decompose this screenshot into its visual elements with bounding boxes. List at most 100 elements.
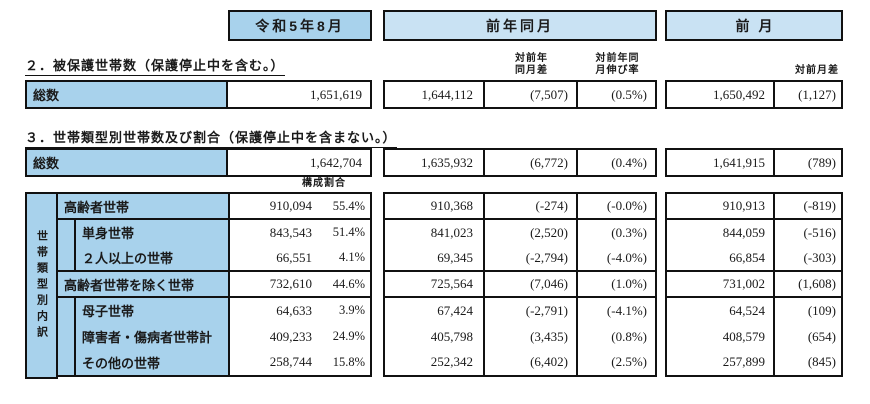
prev-year-rate: (0.3%) (611, 224, 647, 240)
row-group: 67,424 (-2,791) (-4.1%) 405,798 (3,435) … (383, 296, 657, 377)
col-header-prev-year-rate: 対前年同 月伸び率 (578, 53, 657, 77)
section2-prev-month-value: 1,650,492 (667, 82, 775, 107)
section3-prev-month-value: 1,641,915 (667, 150, 775, 175)
section2-prev-year-rate: (0.5%) (611, 86, 647, 102)
prev-year-value: 252,342 (385, 349, 485, 376)
row-group-elderly: 高齢者世帯 910,094 55.4% (56, 192, 372, 220)
prev-month-value: 408,579 (667, 323, 775, 350)
composition-share: 55.4% (332, 198, 365, 213)
section3-prev-year-diff: (6,772) (485, 150, 578, 175)
row-label: その他の世帯 (76, 349, 230, 376)
prev-month-diff: (-819) (803, 198, 837, 213)
col-header-prev-year-diff-line1: 対前年 (515, 53, 548, 64)
prev-year-rate: (2.5%) (611, 354, 647, 370)
prev-month-value: 66,854 (667, 245, 775, 270)
section3-title: ３．世帯類型別世帯数及び割合（保護停止中を含まない。） (25, 127, 397, 148)
prev-year-diff: (6,402) (485, 349, 578, 376)
row-values: 258,744 15.8% (230, 349, 370, 375)
indent-cell (58, 298, 76, 324)
table-row: 841,023 (2,520) (0.3%) (385, 220, 655, 245)
prev-year-value: 910,368 (385, 194, 485, 218)
period-header-current-month: 令和5年8月 (228, 10, 372, 41)
row-group: 844,059 (-516) 66,854 (-303) (665, 218, 843, 272)
row-group: 910,913 (-819) (665, 192, 843, 220)
table-row: ２人以上の世帯 66,551 4.1% (58, 245, 370, 270)
section2-title: ２．被保護世帯数（保護停止中を含む。） (25, 55, 285, 76)
table-row: 母子世帯 64,633 3.9% (58, 298, 370, 324)
table-row: 731,002 (1,608) (667, 272, 841, 296)
prev-month-value: 731,002 (667, 272, 775, 296)
section2-total-current: 1,651,619 (310, 86, 362, 102)
table-row: 725,564 (7,046) (1.0%) (385, 272, 655, 296)
row-label: ２人以上の世帯 (76, 245, 230, 270)
row-label: 障害者・傷病者世帯計 (76, 323, 230, 350)
prev-month-diff: (1,608) (798, 276, 836, 291)
composition-share: 4.1% (338, 250, 365, 264)
row-values: 843,543 51.4% (230, 220, 370, 245)
prev-year-value: 725,564 (385, 272, 485, 296)
row-label: 母子世帯 (76, 298, 230, 324)
prev-month-value: 844,059 (667, 220, 775, 245)
prev-year-value: 841,023 (385, 220, 485, 245)
row-label: 高齢者世帯を除く世帯 (58, 272, 230, 296)
section2-total-row-prev-year: 1,644,112 (7,507) (0.5%) (383, 80, 657, 109)
col-header-prev-month-diff: 対前月差 (795, 65, 839, 76)
section2-total-label: 総数 (27, 82, 228, 107)
row-group: 64,524 (109) 408,579 (654) 257,899 (845) (665, 296, 843, 377)
prev-month-value: 64,524 (667, 298, 775, 324)
section2-total-row-left: 総数 1,651,619 (25, 80, 372, 109)
section3-prev-month-diff: (789) (807, 154, 836, 170)
indent-cell (58, 220, 76, 245)
section2-prev-month-diff: (1,127) (798, 86, 836, 102)
row-values: 910,094 55.4% (230, 194, 370, 218)
row-values: 64,633 3.9% (230, 298, 370, 324)
section3-total-current: 1,642,704 (310, 154, 362, 170)
row-group: 910,368 (-274) (-0.0%) (383, 192, 657, 220)
prev-year-diff: (-2,791) (485, 298, 578, 324)
composition-share: 3.9% (338, 303, 365, 318)
col-header-prev-year-diff-line2: 同月差 (515, 65, 548, 76)
table-row: 障害者・傷病者世帯計 409,233 24.9% (58, 323, 370, 350)
table-row: 64,524 (109) (667, 298, 841, 324)
prev-month-diff: (654) (807, 328, 836, 344)
household-count: 258,744 (269, 354, 312, 370)
breakdown-axis-label: 世帯類型別内訳 (25, 192, 58, 379)
household-count: 910,094 (269, 198, 312, 213)
col-header-prev-year-rate-line1: 対前年同 (595, 53, 640, 64)
prev-year-diff: (7,046) (485, 272, 578, 296)
section3-total-row-left: 総数 1,642,704 (25, 148, 372, 177)
period-header-prev-year-same-month: 前年同月 (383, 10, 657, 41)
prev-month-diff: (-303) (803, 249, 837, 265)
table-row: 252,342 (6,402) (2.5%) (385, 349, 655, 376)
indent-cell (58, 323, 76, 350)
row-values: 66,551 4.1% (230, 245, 370, 270)
section3-total-row-prev-month: 1,641,915 (789) (665, 148, 843, 177)
composition-share: 24.9% (332, 329, 365, 343)
household-count: 732,610 (269, 276, 312, 291)
indent-cell (58, 349, 76, 376)
prev-month-diff: (-516) (803, 224, 837, 240)
household-count: 843,543 (269, 224, 312, 240)
prev-month-value: 257,899 (667, 349, 775, 376)
prev-year-rate: (0.8%) (611, 328, 647, 344)
col-header-prev-year-diff: 対前年 同月差 (485, 53, 578, 77)
prev-month-diff: (109) (807, 302, 836, 318)
table-row: 257,899 (845) (667, 349, 841, 376)
household-count: 409,233 (269, 328, 312, 344)
section2-prev-year-value: 1,644,112 (385, 82, 485, 107)
table-row: 910,368 (-274) (-0.0%) (385, 194, 655, 218)
prev-year-diff: (3,435) (485, 323, 578, 350)
row-group-non-elderly: 高齢者世帯を除く世帯 732,610 44.6% (56, 270, 372, 298)
indent-cell (58, 245, 76, 270)
section3-prev-year-value: 1,635,932 (385, 150, 485, 175)
row-group: 731,002 (1,608) (665, 270, 843, 298)
prev-year-rate: (-4.1%) (606, 302, 647, 318)
prev-year-value: 67,424 (385, 298, 485, 324)
prev-year-diff: (2,520) (485, 220, 578, 245)
composition-share: 44.6% (332, 276, 365, 291)
row-values: 732,610 44.6% (230, 272, 370, 296)
section3-total-row-prev-year: 1,635,932 (6,772) (0.4%) (383, 148, 657, 177)
row-values: 409,233 24.9% (230, 324, 370, 350)
prev-month-value: 910,913 (667, 194, 775, 218)
